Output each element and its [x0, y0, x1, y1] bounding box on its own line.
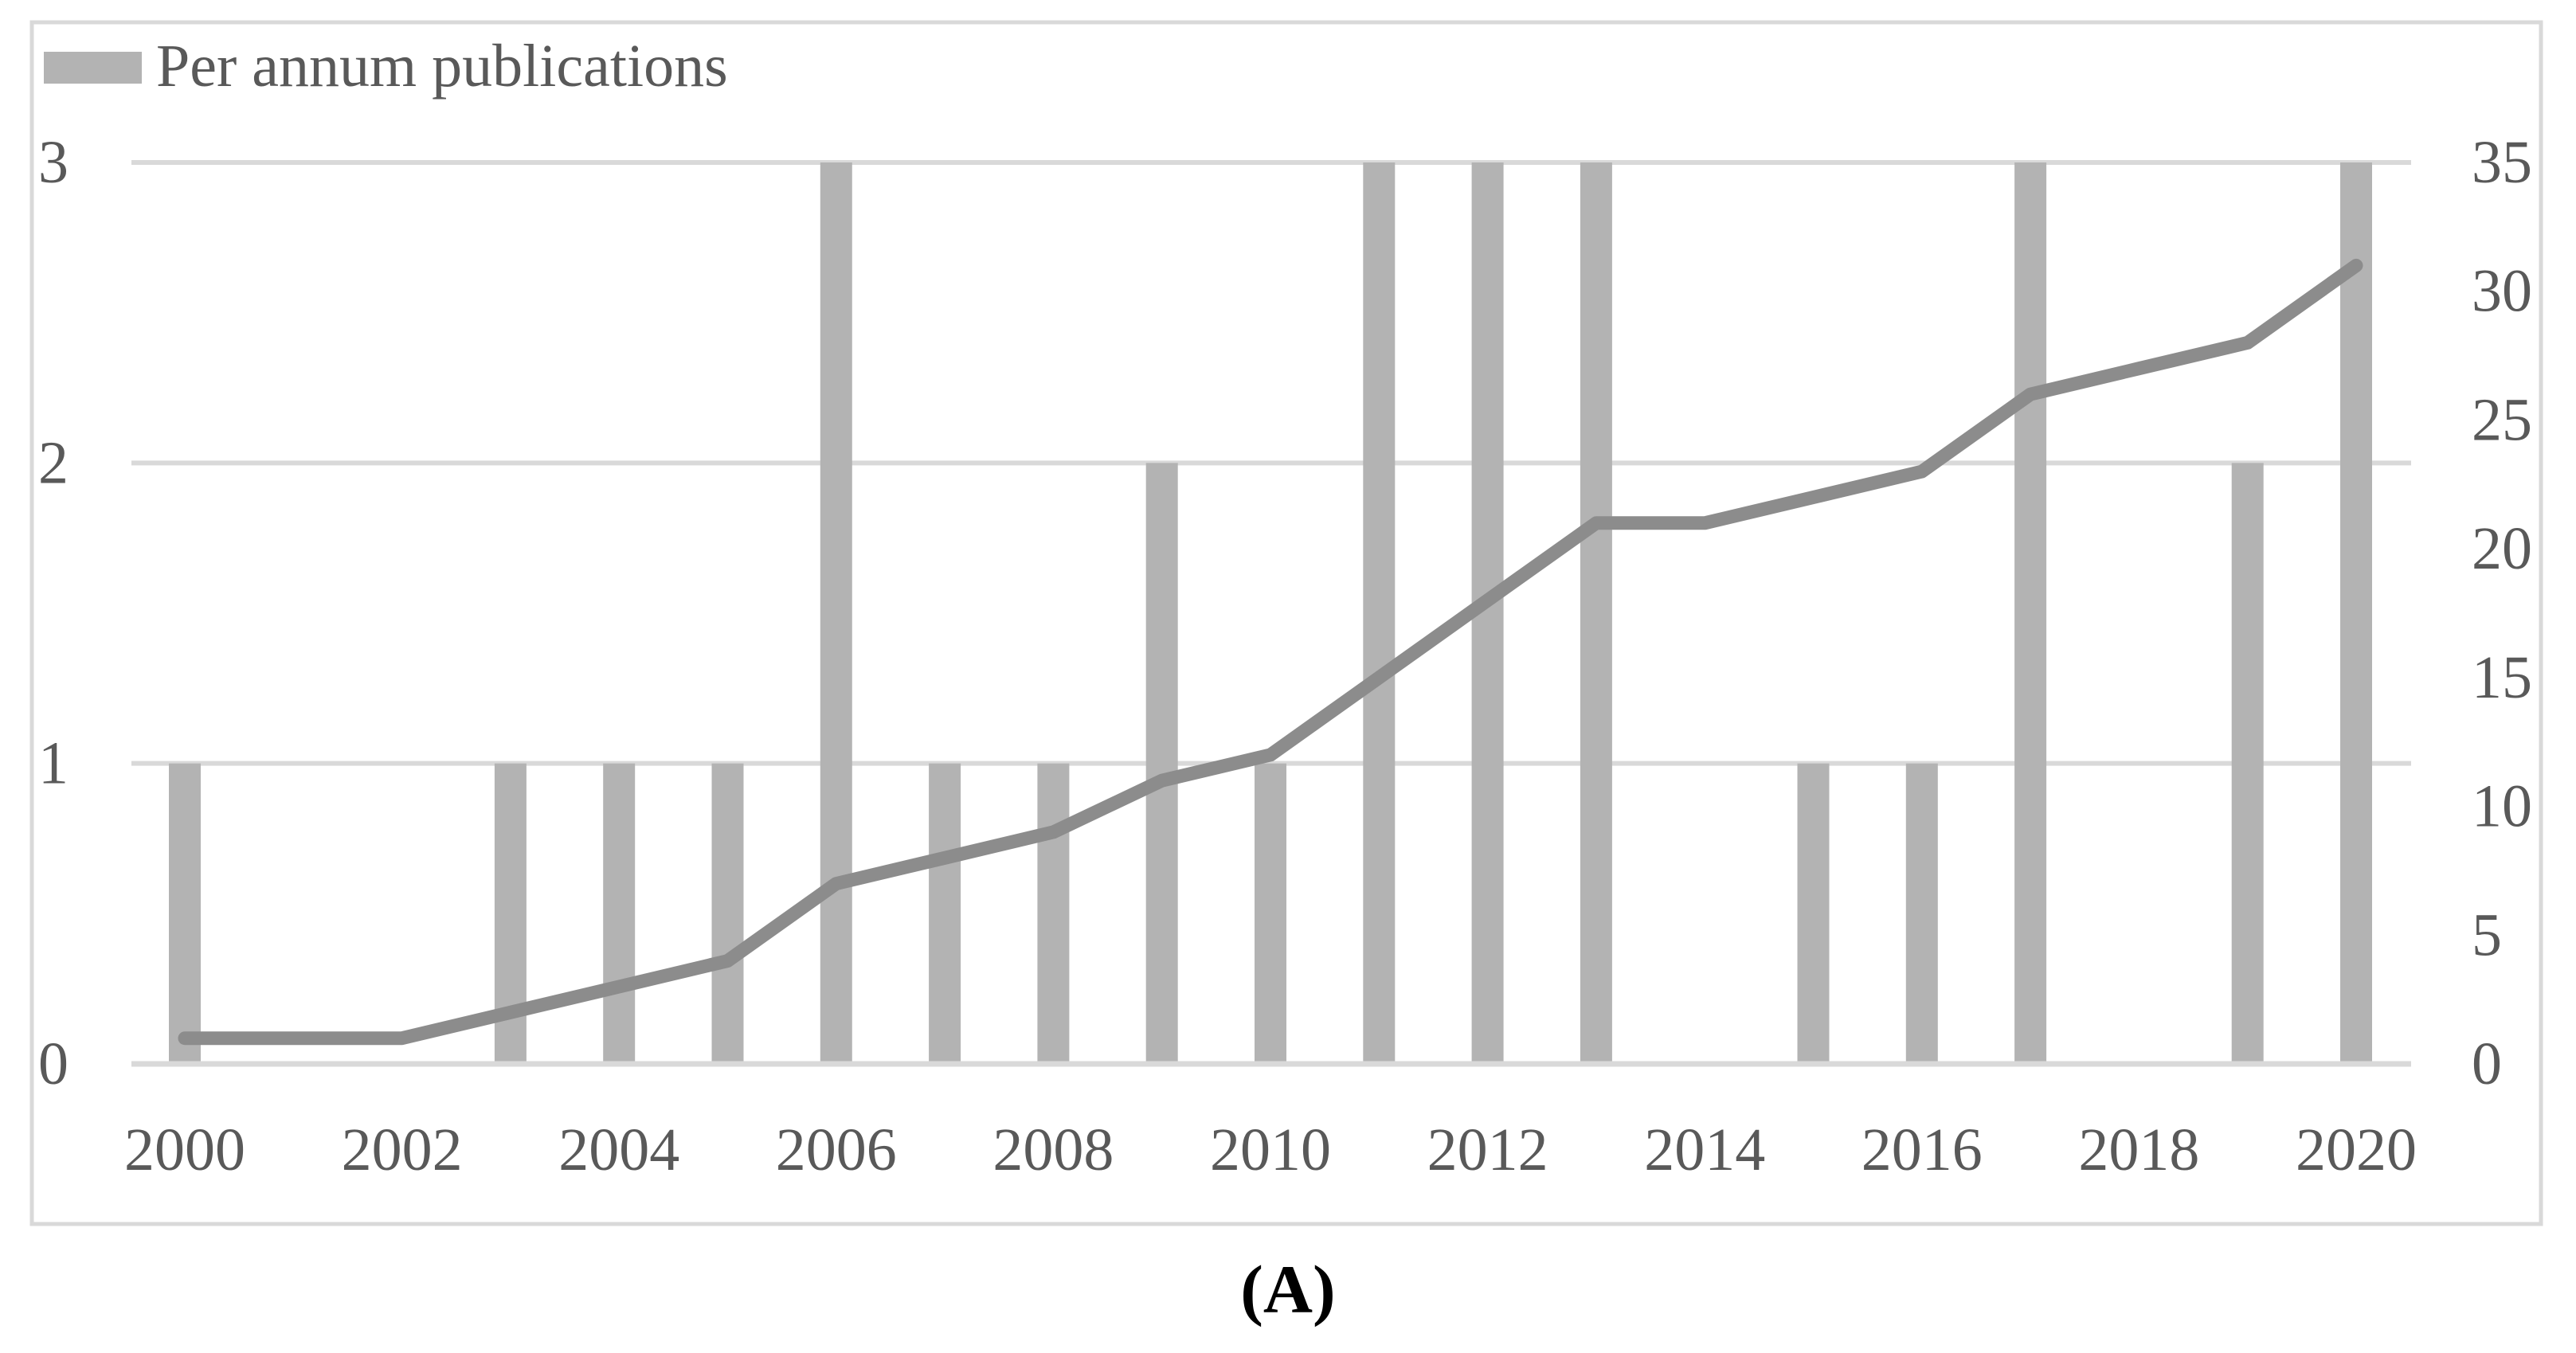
x-axis-tick-2012: 2012: [1427, 1116, 1548, 1183]
bar-2011: [1363, 162, 1396, 1064]
right-axis-tick-10: 10: [2472, 773, 2532, 840]
left-axis-tick-3: 3: [38, 129, 69, 196]
bar-2004: [603, 763, 636, 1064]
right-axis-tick-15: 15: [2472, 644, 2532, 711]
bar-2013: [1580, 162, 1612, 1064]
legend: Per annum publications: [44, 36, 728, 96]
cumulative-line: [178, 258, 2363, 1046]
x-axis-tick-2000: 2000: [124, 1116, 245, 1183]
legend-label: Per annum publications: [156, 33, 728, 100]
bar-2005: [711, 763, 744, 1064]
left-axis-tick-0: 0: [38, 1030, 69, 1097]
right-axis-tick-35: 35: [2472, 129, 2532, 196]
bar-2016: [1905, 763, 1938, 1064]
x-axis-tick-2008: 2008: [992, 1116, 1114, 1183]
x-axis-tick-2002: 2002: [342, 1116, 463, 1183]
x-axis-tick-2020: 2020: [2296, 1116, 2417, 1183]
bar-2020: [2340, 162, 2372, 1064]
x-axis-tick-2010: 2010: [1210, 1116, 1331, 1183]
right-axis-tick-5: 5: [2472, 901, 2502, 968]
right-axis-tick-20: 20: [2472, 515, 2532, 582]
bar-2019: [2231, 463, 2264, 1064]
bar-2008: [1037, 763, 1070, 1064]
bar-2010: [1255, 763, 1286, 1064]
bar-2007: [929, 763, 961, 1064]
right-axis-tick-0: 0: [2472, 1030, 2502, 1097]
chart-frame: [29, 20, 2543, 1226]
bar-2006: [820, 162, 852, 1064]
x-axis-tick-2018: 2018: [2078, 1116, 2199, 1183]
bar-2000: [169, 763, 201, 1064]
figure-caption: (A): [1240, 1251, 1336, 1328]
bar-2015: [1797, 763, 1830, 1064]
right-axis-tick-30: 30: [2472, 258, 2532, 325]
bar-2009: [1145, 463, 1178, 1064]
x-axis-tick-2004: 2004: [558, 1116, 679, 1183]
legend-swatch-bar: [44, 52, 142, 84]
left-axis-tick-2: 2: [38, 429, 69, 496]
left-axis-tick-1: 1: [38, 730, 69, 797]
x-axis-tick-2006: 2006: [776, 1116, 897, 1183]
x-axis-tick-2014: 2014: [1644, 1116, 1765, 1183]
x-axis-tick-2016: 2016: [1862, 1116, 1983, 1183]
bar-2017: [2014, 162, 2047, 1064]
right-axis-tick-25: 25: [2472, 386, 2532, 453]
